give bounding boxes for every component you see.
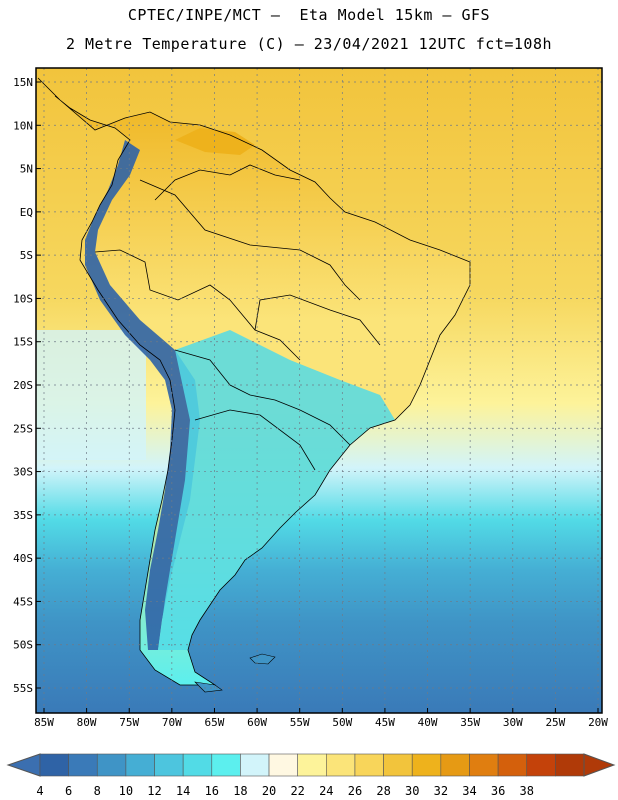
lon-label: 75W [119,716,139,729]
lat-label: 5N [20,163,33,176]
lat-label: 10N [13,119,33,132]
colorbar-label: 26 [348,784,362,798]
colorbar-swatch [297,753,327,777]
latitude-axis: 15N 10N 5N EQ 5S 10S 15S 20S 25S 30S 35S 40S 45S 50S 5… [13,76,41,695]
map-frame [35,67,603,714]
lon-label: 70W [162,716,182,729]
colorbar-high-arrow [583,753,616,777]
colorbar-swatch [154,753,184,777]
colorbar-swatch [182,753,213,777]
colorbar-label: 6 [65,784,72,798]
colorbar-label: 34 [462,784,476,798]
colorbar-swatch [39,753,69,777]
colorbar-swatch [411,753,442,777]
colorbar-label: 4 [36,784,43,798]
colorbar-label: 32 [434,784,448,798]
lat-label: 20S [13,379,33,392]
colorbar-swatch [68,753,98,777]
lon-label: 45W [375,716,395,729]
map-title: CPTEC/INPE/MCT – Eta Model 15km – GFS [127,6,491,24]
lon-label: 50W [332,716,352,729]
lon-label: 20W [588,716,608,729]
colorbar-swatch [526,753,556,777]
lon-label: 65W [205,716,225,729]
colorbar-low-arrow [6,753,41,777]
colorbar-label: 22 [290,784,304,798]
lon-label: 80W [77,716,97,729]
southern-cone-cool-region [158,330,395,650]
map-field [36,68,602,713]
lon-label: 40W [418,716,438,729]
lat-label: EQ [20,206,33,219]
map-subtitle: 2 Metre Temperature (C) – 23/04/2021 12U… [65,35,553,53]
colorbar: 4 6 8 10 12 14 16 18 20 22 24 26 28 30 32 34 36 38 [6,753,616,798]
colorbar-label: 10 [119,784,133,798]
southern-islands [194,653,276,693]
colorbar-label: 16 [205,784,219,798]
colorbar-swatch [383,753,413,777]
lat-label: 40S [13,552,33,565]
colorbar-swatch [497,753,528,777]
lat-label: 15N [13,76,33,89]
lat-label: 55S [13,682,33,695]
colorbar-swatch [555,753,585,777]
lat-label: 50S [13,639,33,652]
graticule [36,68,602,713]
lon-label: 25W [545,716,565,729]
longitude-axis: 85W 80W 75W 70W 65W 60W 55W 50W 45W 40W 35W 30W 25W 2… [34,708,608,729]
colorbar-label: 28 [376,784,390,798]
lat-label: 10S [13,292,33,305]
lat-label: 30S [13,466,33,479]
colorbar-swatch [268,753,298,777]
colorbar-swatch [211,753,241,777]
colorbar-swatch [354,753,384,777]
colorbar-swatch [240,753,270,777]
colorbar-label: 18 [233,784,247,798]
colorbar-label: 8 [94,784,101,798]
colorbar-swatch [469,753,499,777]
colorbar-swatch [326,753,356,777]
lon-label: 30W [503,716,523,729]
colorbar-swatch [96,753,127,777]
lon-label: 60W [247,716,267,729]
colorbar-label: 38 [520,784,534,798]
lat-label: 25S [13,422,33,435]
political-borders [37,77,471,686]
pacific-cool-region [36,330,146,460]
colorbar-swatch [125,753,155,777]
lat-label: 35S [13,509,33,522]
lon-label: 55W [290,716,310,729]
colorbar-label: 12 [147,784,161,798]
lon-label: 85W [34,716,54,729]
colorbar-label: 30 [405,784,419,798]
colorbar-label: 14 [176,784,190,798]
colorbar-swatch [440,753,470,777]
lon-label: 35W [460,716,480,729]
venezuela-hot-region [175,128,255,155]
andes-cold-band [85,140,200,650]
lat-label: 15S [13,336,33,349]
lat-label: 5S [20,249,33,262]
colorbar-label: 24 [319,784,333,798]
colorbar-label: 36 [491,784,505,798]
lat-label: 45S [13,595,33,608]
colorbar-label: 20 [262,784,276,798]
